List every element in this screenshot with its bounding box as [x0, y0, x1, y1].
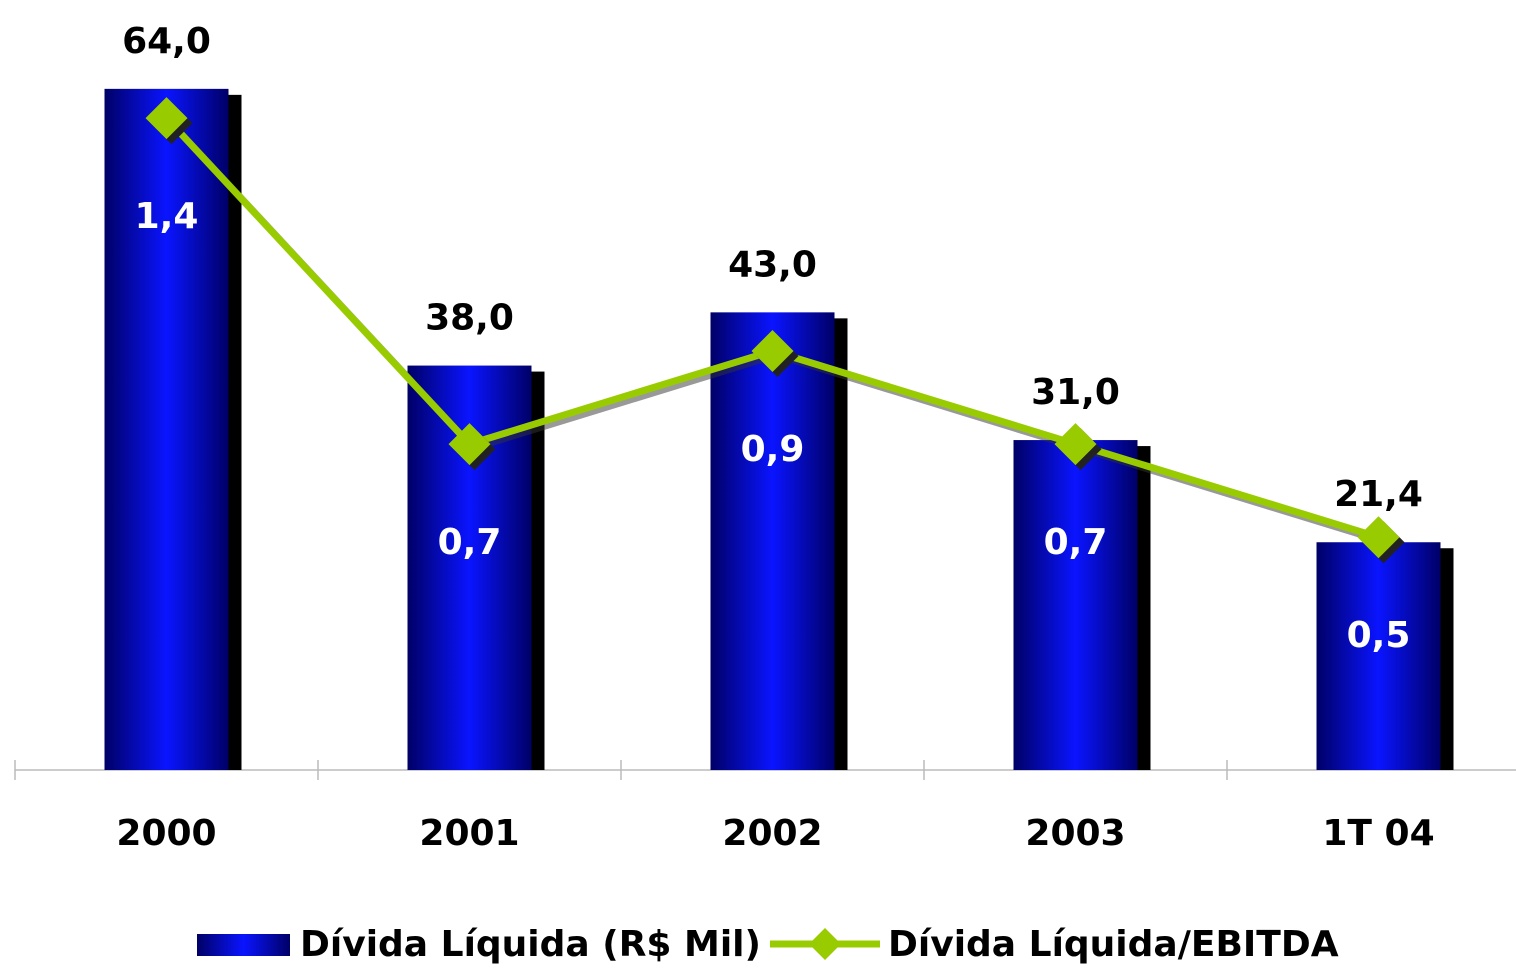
line-value-label: 1,4	[135, 196, 199, 237]
legend-swatch	[197, 934, 290, 956]
marker	[751, 329, 794, 372]
legend-label: Dívida Líquida (R$ Mil)	[300, 924, 761, 965]
bar-value-label: 38,0	[425, 298, 514, 339]
x-tick-label: 2001	[419, 813, 519, 854]
line-value-label: 0,5	[1347, 615, 1411, 656]
bar	[1316, 542, 1441, 770]
x-tick-label: 2002	[722, 813, 822, 854]
marker	[145, 97, 188, 140]
bar-value-label: 64,0	[122, 21, 211, 62]
bar	[1013, 440, 1138, 770]
marker	[1357, 516, 1400, 559]
x-tick-label: 2000	[116, 813, 216, 854]
marker	[1054, 423, 1097, 466]
bar	[104, 88, 229, 771]
line-value-label: 0,7	[438, 522, 502, 563]
line-value-label: 0,7	[1044, 522, 1108, 563]
x-tick-label: 1T 04	[1322, 813, 1434, 854]
x-tick-label: 2003	[1025, 813, 1125, 854]
bar-value-label: 43,0	[728, 244, 817, 285]
bar-value-label: 21,4	[1334, 474, 1423, 515]
legend-marker	[809, 928, 841, 960]
legend-label: Dívida Líquida/EBITDA	[888, 924, 1339, 965]
marker	[448, 423, 491, 466]
bar	[710, 312, 835, 770]
bar-value-label: 31,0	[1031, 372, 1120, 413]
line-value-label: 0,9	[741, 429, 805, 470]
